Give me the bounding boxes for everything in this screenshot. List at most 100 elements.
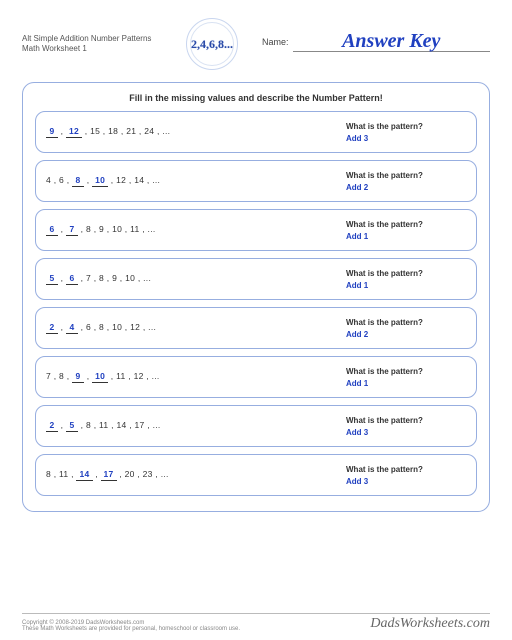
sequence-value: 6 (86, 322, 91, 332)
pattern-answer: Add 3 (346, 428, 466, 437)
sequence-value: 12 (130, 322, 140, 332)
sequence-value: 9 (99, 224, 104, 234)
title-line2: Math Worksheet 1 (22, 44, 172, 54)
sequence-value: 14 (116, 420, 126, 430)
sequence: 8 , 11 , 14 , 17 , 20 , 23 , ... (46, 469, 346, 481)
sequence-value: 7 (86, 273, 91, 283)
sequence: 7 , 8 , 9 , 10 , 11 , 12 , ... (46, 371, 346, 383)
blank-value: 5 (46, 273, 58, 285)
sequence-value: 7 (46, 371, 51, 381)
blank-value: 4 (66, 322, 78, 334)
blank-value: 2 (46, 420, 58, 432)
sequence-value: 8 (86, 420, 91, 430)
blank-value: 12 (66, 126, 82, 138)
logo-wrap: 2,4,6,8... (172, 18, 252, 70)
sequence: 2 , 4 , 6 , 8 , 10 , 12 , ... (46, 322, 346, 334)
instruction-text: Fill in the missing values and describe … (35, 93, 477, 103)
sequence-value: 8 (86, 224, 91, 234)
title-line1: Alt Simple Addition Number Patterns (22, 34, 172, 44)
name-line: Answer Key (293, 36, 490, 52)
pattern-block: What is the pattern?Add 3 (346, 122, 466, 143)
blank-value: 17 (101, 469, 117, 481)
sequence-value: 4 (46, 175, 51, 185)
sequence-value: 20 (125, 469, 135, 479)
pattern-answer: Add 1 (346, 281, 466, 290)
blank-value: 6 (46, 224, 58, 236)
pattern-question: What is the pattern? (346, 367, 466, 376)
sequence-value: 9 (112, 273, 117, 283)
footer-left: Copyright © 2008-2019 DadsWorksheets.com… (22, 620, 240, 632)
name-label: Name: (262, 37, 289, 47)
sequence-value: 8 (99, 273, 104, 283)
pattern-block: What is the pattern? Add 1 (346, 269, 466, 290)
sequence: 4 , 6 , 8 , 10 , 12 , 14 , ... (46, 175, 346, 187)
problem-row: 2 , 4 , 6 , 8 , 10 , 12 , ...What is the… (35, 307, 477, 349)
blank-value: 8 (72, 175, 84, 187)
sequence-value: 12 (134, 371, 144, 381)
problem-row: 7 , 8 , 9 , 10 , 11 , 12 , ...What is th… (35, 356, 477, 398)
blank-value: 14 (76, 469, 92, 481)
sequence-value: 10 (112, 224, 122, 234)
pattern-block: What is the pattern? Add 3 (346, 465, 466, 486)
problems-container: Fill in the missing values and describe … (22, 82, 490, 512)
footer: Copyright © 2008-2019 DadsWorksheets.com… (22, 613, 490, 632)
problem-row: 6 , 7 , 8 , 9 , 10 , 11 , ...What is the… (35, 209, 477, 251)
blank-value: 5 (66, 420, 78, 432)
pattern-block: What is the pattern? Add 2 (346, 171, 466, 192)
sequence-value: 21 (126, 126, 136, 136)
pattern-question: What is the pattern? (346, 318, 466, 327)
pattern-answer: Add 2 (346, 330, 466, 339)
pattern-answer: Add 3 (346, 134, 466, 143)
logo-text: 2,4,6,8... (191, 37, 233, 52)
problems-list: 9 , 12 , 15 , 18 , 21 , 24 , ... What is … (35, 111, 477, 496)
logo-circle: 2,4,6,8... (186, 18, 238, 70)
pattern-answer: Add 1 (346, 232, 466, 241)
sequence-value: 12 (116, 175, 126, 185)
sequence-value: 15 (90, 126, 100, 136)
sequence: 2 , 5 , 8 , 11 , 14 , 17 , ... (46, 420, 346, 432)
sequence-value: 18 (108, 126, 118, 136)
sequence-value: 24 (144, 126, 154, 136)
problem-row: 5 , 6 , 7 , 8 , 9 , 10 , ...What is the … (35, 258, 477, 300)
pattern-answer: Add 3 (346, 477, 466, 486)
sequence-value: 23 (143, 469, 153, 479)
sequence-value: 8 (99, 322, 104, 332)
blank-value: 7 (66, 224, 78, 236)
pattern-block: What is the pattern? Add 2 (346, 318, 466, 339)
sequence: 9 , 12 , 15 , 18 , 21 , 24 , ... (46, 126, 346, 138)
pattern-question: What is the pattern? (346, 416, 466, 425)
problem-row: 8 , 11 , 14 , 17 , 20 , 23 , ...What is … (35, 454, 477, 496)
blank-value: 6 (66, 273, 78, 285)
sequence-value: 10 (125, 273, 135, 283)
blank-value: 10 (92, 371, 108, 383)
pattern-block: What is the pattern? Add 1 (346, 220, 466, 241)
blank-value: 9 (46, 126, 58, 138)
pattern-answer: Add 2 (346, 183, 466, 192)
pattern-block: What is the pattern? Add 3 (346, 416, 466, 437)
sequence-value: 11 (130, 224, 139, 234)
sequence-value: 14 (134, 175, 144, 185)
blank-value: 2 (46, 322, 58, 334)
sequence-value: 11 (116, 371, 125, 381)
pattern-question: What is the pattern? (346, 465, 466, 474)
sequence-value: 11 (99, 420, 108, 430)
sequence-value: 17 (135, 420, 145, 430)
worksheet-header: Alt Simple Addition Number Patterns Math… (22, 18, 490, 70)
problem-row: 9 , 12 , 15 , 18 , 21 , 24 , ...What is … (35, 111, 477, 153)
tagline-text: These Math Worksheets are provided for p… (22, 626, 240, 632)
sequence-value: 10 (112, 322, 122, 332)
pattern-question: What is the pattern? (346, 220, 466, 229)
blank-value: 10 (92, 175, 108, 187)
problem-row: 4 , 6 , 8 , 10 , 12 , 14 , ...What is th… (35, 160, 477, 202)
answer-key-text: Answer Key (342, 30, 440, 53)
pattern-question: What is the pattern? (346, 171, 466, 180)
blank-value: 9 (72, 371, 84, 383)
sequence-value: 11 (59, 469, 68, 479)
sequence: 6 , 7 , 8 , 9 , 10 , 11 , ... (46, 224, 346, 236)
sequence-value: 8 (46, 469, 51, 479)
sequence: 5 , 6 , 7 , 8 , 9 , 10 , ... (46, 273, 346, 285)
pattern-answer: Add 1 (346, 379, 466, 388)
problem-row: 2 , 5 , 8 , 11 , 14 , 17 , ...What is th… (35, 405, 477, 447)
pattern-question: What is the pattern? (346, 269, 466, 278)
sequence-value: 8 (59, 371, 64, 381)
